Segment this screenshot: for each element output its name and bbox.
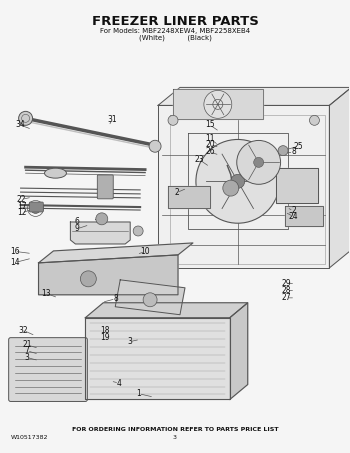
- Text: FOR ORDERING INFORMATION REFER TO PARTS PRICE LIST: FOR ORDERING INFORMATION REFER TO PARTS …: [72, 427, 278, 432]
- Polygon shape: [158, 87, 350, 106]
- Polygon shape: [38, 243, 193, 263]
- FancyBboxPatch shape: [97, 175, 113, 199]
- Polygon shape: [38, 255, 178, 295]
- Polygon shape: [85, 318, 230, 400]
- Circle shape: [149, 140, 161, 152]
- Text: 26: 26: [205, 148, 215, 156]
- FancyBboxPatch shape: [29, 202, 43, 212]
- Text: 8: 8: [113, 294, 118, 303]
- Text: 25: 25: [294, 142, 303, 150]
- Polygon shape: [168, 186, 210, 208]
- Polygon shape: [173, 89, 262, 119]
- Text: 32: 32: [19, 326, 28, 335]
- Text: W10517382: W10517382: [11, 435, 49, 440]
- Circle shape: [96, 213, 108, 225]
- Text: 12: 12: [17, 208, 26, 217]
- Ellipse shape: [44, 168, 66, 178]
- Polygon shape: [158, 106, 329, 268]
- Text: 34: 34: [15, 120, 25, 130]
- Text: 10: 10: [141, 247, 150, 256]
- Polygon shape: [70, 222, 130, 244]
- Text: 15: 15: [205, 120, 215, 130]
- Circle shape: [254, 157, 264, 167]
- Text: 8: 8: [291, 148, 296, 156]
- Text: 14: 14: [10, 258, 20, 267]
- Circle shape: [204, 91, 232, 118]
- Polygon shape: [115, 280, 185, 315]
- Text: For Models: MBF2248XEW4, MBF2258XEB4: For Models: MBF2248XEW4, MBF2258XEB4: [100, 29, 250, 34]
- Polygon shape: [85, 303, 248, 318]
- Circle shape: [80, 271, 96, 287]
- Circle shape: [143, 293, 157, 307]
- Text: 6: 6: [75, 217, 80, 226]
- Circle shape: [133, 226, 143, 236]
- Circle shape: [223, 180, 239, 196]
- Circle shape: [237, 140, 281, 184]
- Text: 29: 29: [282, 279, 291, 288]
- Text: 1: 1: [136, 389, 141, 398]
- Circle shape: [19, 111, 33, 125]
- Text: 31: 31: [107, 115, 117, 124]
- Polygon shape: [285, 206, 323, 226]
- Text: 2: 2: [291, 206, 296, 215]
- Text: 13: 13: [41, 289, 51, 298]
- FancyBboxPatch shape: [9, 337, 88, 401]
- Text: 20: 20: [205, 140, 215, 149]
- Text: 18: 18: [100, 326, 110, 335]
- Text: 11: 11: [205, 134, 215, 143]
- Circle shape: [231, 174, 245, 188]
- Circle shape: [168, 116, 178, 125]
- Text: FREEZER LINER PARTS: FREEZER LINER PARTS: [92, 14, 258, 28]
- Text: 21: 21: [22, 340, 32, 349]
- Text: 24: 24: [289, 212, 298, 221]
- Text: 3: 3: [173, 435, 177, 440]
- Circle shape: [196, 140, 280, 223]
- Polygon shape: [276, 168, 318, 202]
- Text: 4: 4: [117, 379, 122, 388]
- Circle shape: [278, 146, 288, 156]
- Text: 2: 2: [174, 188, 179, 197]
- Text: 28: 28: [282, 286, 291, 295]
- Circle shape: [309, 116, 320, 125]
- Text: 9: 9: [75, 224, 80, 233]
- Text: 16: 16: [10, 247, 20, 256]
- Circle shape: [30, 203, 41, 213]
- Text: 22: 22: [17, 195, 26, 204]
- Polygon shape: [329, 87, 350, 268]
- Text: 27: 27: [282, 294, 291, 302]
- Text: 19: 19: [100, 333, 110, 342]
- Text: 23: 23: [195, 155, 204, 164]
- Text: 7: 7: [25, 346, 29, 355]
- Text: (White)          (Black): (White) (Black): [139, 34, 211, 41]
- Polygon shape: [230, 303, 248, 400]
- Text: 3: 3: [127, 337, 132, 346]
- Text: 3: 3: [25, 353, 29, 362]
- Text: 17: 17: [17, 202, 26, 211]
